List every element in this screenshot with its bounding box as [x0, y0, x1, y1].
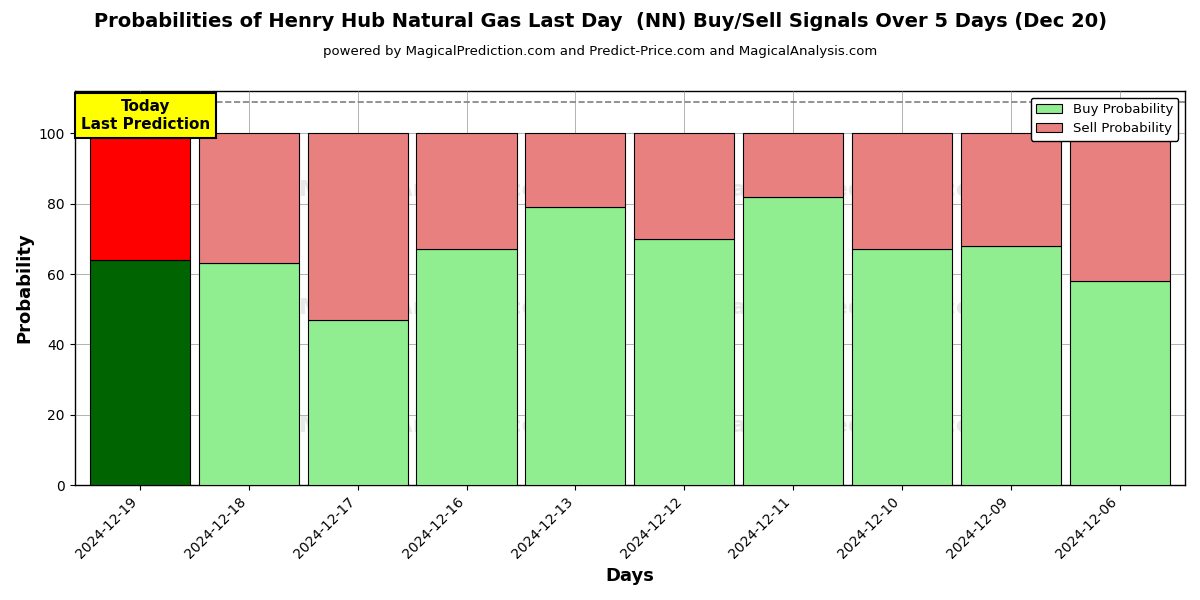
- Text: MagicalAnalysis.com: MagicalAnalysis.com: [300, 179, 560, 200]
- Bar: [307, 133, 408, 320]
- Bar: [1069, 133, 1170, 281]
- Bar: [526, 133, 625, 207]
- Bar: [416, 250, 517, 485]
- Text: powered by MagicalPrediction.com and Predict-Price.com and MagicalAnalysis.com: powered by MagicalPrediction.com and Pre…: [323, 44, 877, 58]
- Bar: [1069, 281, 1170, 485]
- Bar: [743, 133, 844, 197]
- Bar: [90, 260, 190, 485]
- Bar: [199, 263, 299, 485]
- Y-axis label: Probability: Probability: [16, 233, 34, 343]
- Bar: [852, 133, 952, 250]
- Text: MagicalPrediction.com: MagicalPrediction.com: [709, 298, 995, 318]
- X-axis label: Days: Days: [605, 567, 654, 585]
- Bar: [852, 250, 952, 485]
- Bar: [634, 133, 734, 239]
- Legend: Buy Probability, Sell Probability: Buy Probability, Sell Probability: [1031, 98, 1178, 141]
- Bar: [199, 133, 299, 263]
- Text: Probabilities of Henry Hub Natural Gas Last Day  (NN) Buy/Sell Signals Over 5 Da: Probabilities of Henry Hub Natural Gas L…: [94, 12, 1106, 31]
- Bar: [307, 320, 408, 485]
- Bar: [961, 133, 1061, 246]
- Bar: [961, 246, 1061, 485]
- Text: Today
Last Prediction: Today Last Prediction: [80, 100, 210, 132]
- Text: MagicalPrediction.com: MagicalPrediction.com: [709, 416, 995, 436]
- Text: MagicalAnalysis.com: MagicalAnalysis.com: [300, 298, 560, 318]
- Bar: [416, 133, 517, 250]
- Text: MagicalPrediction.com: MagicalPrediction.com: [709, 179, 995, 200]
- Bar: [634, 239, 734, 485]
- Bar: [90, 133, 190, 260]
- Bar: [743, 197, 844, 485]
- Bar: [526, 207, 625, 485]
- Text: MagicalAnalysis.com: MagicalAnalysis.com: [300, 416, 560, 436]
